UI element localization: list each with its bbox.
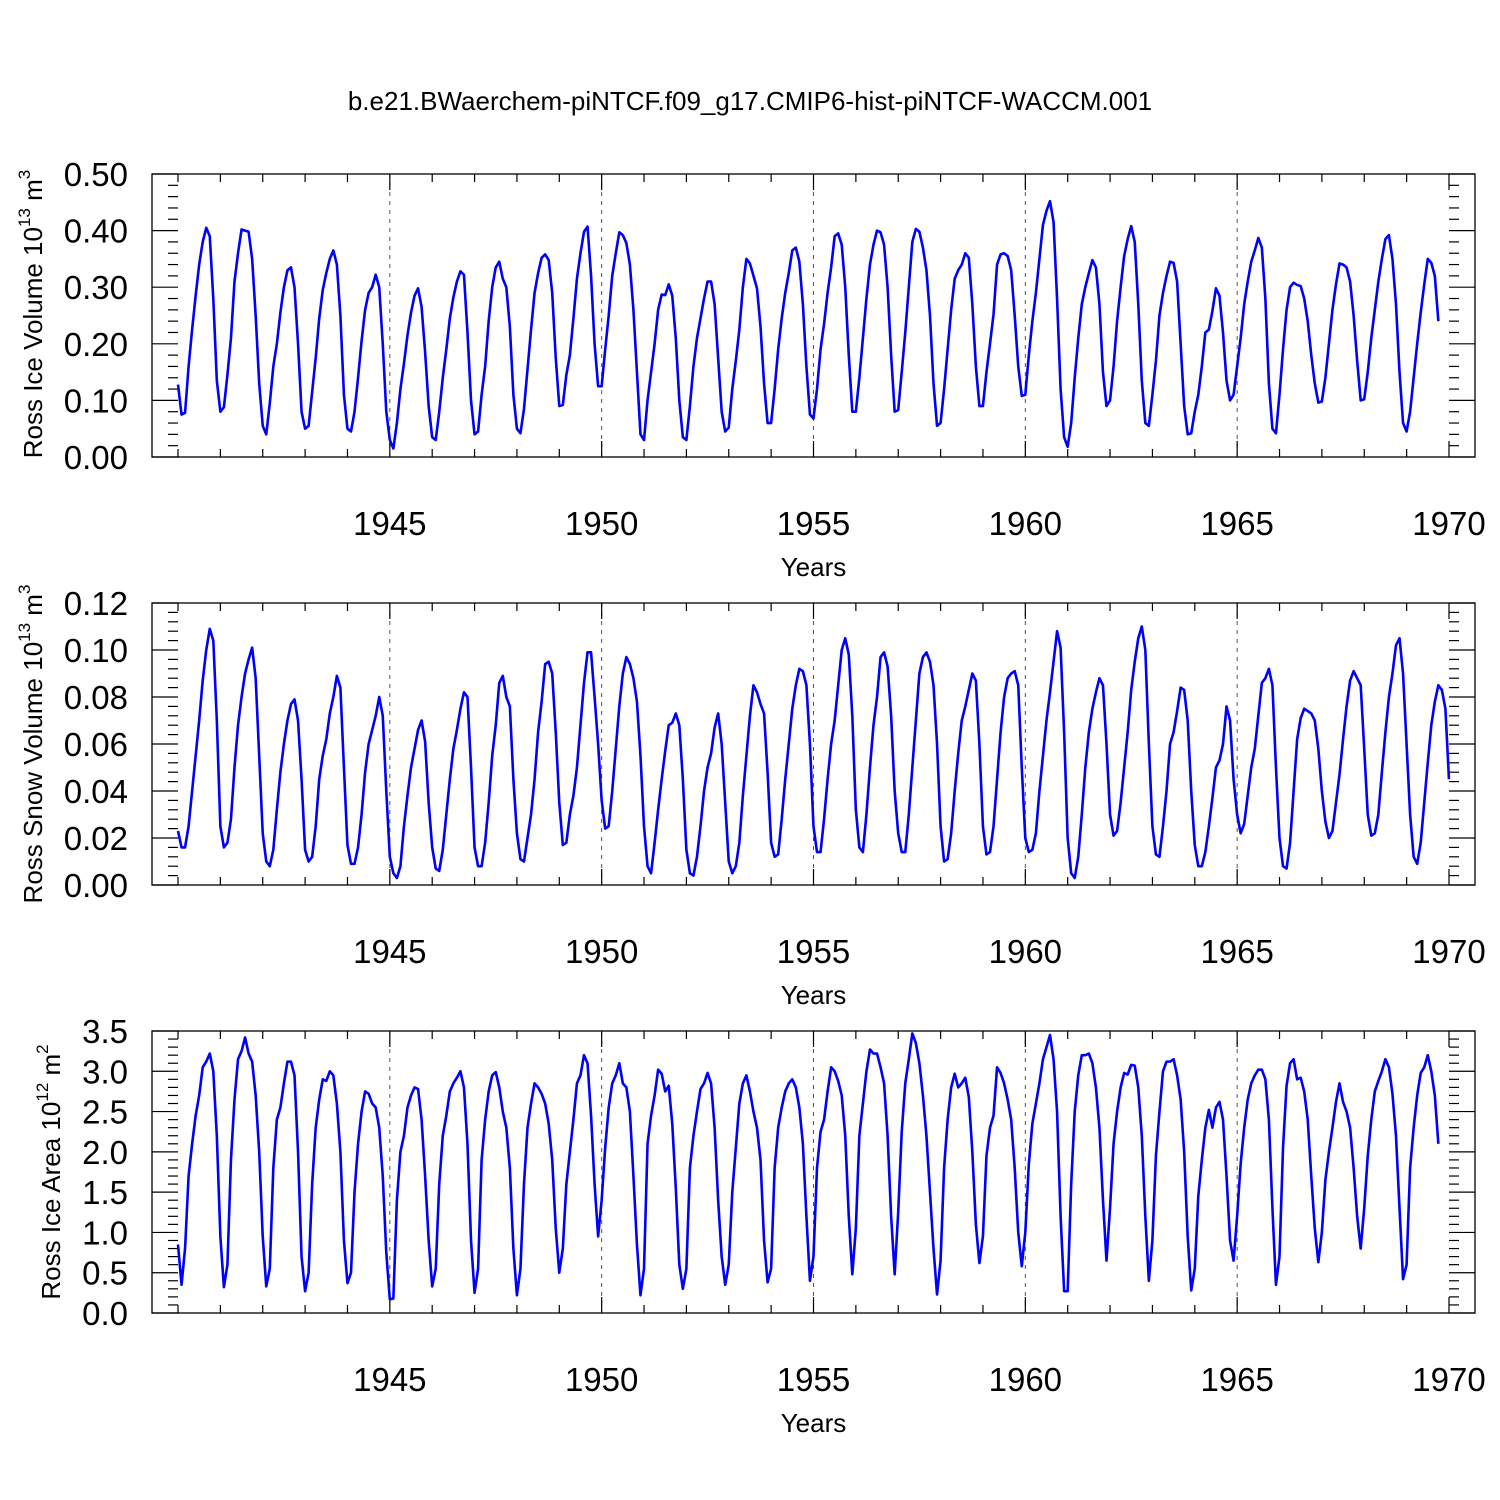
ross-snow-volume-ytick-label-0.04: 0.04 [64, 773, 128, 810]
ross-ice-volume-xtick-label-1945: 1945 [353, 505, 426, 542]
ross-snow-volume-ytick-label-0.12: 0.12 [64, 585, 128, 622]
ross-ice-volume-yaxis-label: Ross Ice Volume 1013 m3 [15, 170, 48, 459]
ross-ice-area-xtick-label-1965: 1965 [1200, 1361, 1273, 1398]
ross-ice-area-ytick-label-1.0: 1.0 [82, 1214, 128, 1251]
ross-snow-volume-xtick-label-1945: 1945 [353, 933, 426, 970]
ross-ice-volume-xtick-label-1955: 1955 [777, 505, 850, 542]
ross-ice-area-series-line [176, 1032, 1440, 1301]
ross-ice-volume-ytick-label-0.50: 0.50 [64, 156, 128, 193]
ross-snow-volume-xtick-label-1955: 1955 [777, 933, 850, 970]
ross-ice-volume-ytick-label-0.10: 0.10 [64, 382, 128, 419]
ross-snow-volume-ytick-label-0.08: 0.08 [64, 679, 128, 716]
ross-ice-area-xaxis-label: Years [781, 1408, 847, 1438]
ross-ice-area-ytick-label-2.0: 2.0 [82, 1134, 128, 1171]
ross-snow-volume-ytick-label-0.02: 0.02 [64, 820, 128, 857]
ross-ice-area-xtick-label-1970: 1970 [1412, 1361, 1485, 1398]
ross-ice-area-ytick-label-0.5: 0.5 [82, 1255, 128, 1292]
ross-ice-area-xtick-label-1950: 1950 [565, 1361, 638, 1398]
ross-ice-volume-series-line [176, 199, 1440, 450]
ross-snow-volume-xtick-label-1960: 1960 [989, 933, 1062, 970]
ylabel-exponent: 12 [33, 1083, 52, 1102]
ylabel-exponent: 13 [15, 623, 34, 642]
ross-ice-volume-ytick-label-0.30: 0.30 [64, 269, 128, 306]
ross-ice-volume-xtick-label-1960: 1960 [989, 505, 1062, 542]
ross-snow-volume-xtick-label-1965: 1965 [1200, 933, 1273, 970]
ylabel-unit-exponent: 3 [15, 585, 34, 594]
ross-snow-volume-ytick-label-0.06: 0.06 [64, 726, 128, 763]
ross-ice-area-ytick-label-0.0: 0.0 [82, 1295, 128, 1332]
ross-ice-area-yaxis-label: Ross Ice Area 1012 m2 [33, 1044, 66, 1299]
ross-ice-volume-xtick-label-1950: 1950 [565, 505, 638, 542]
ross-ice-volume-ytick-label-0.40: 0.40 [64, 213, 128, 250]
ylabel-unit: m [18, 179, 48, 208]
ylabel-unit: m [18, 594, 48, 623]
ylabel-unit: m [36, 1054, 66, 1083]
ross-ice-area-ytick-label-3.5: 3.5 [82, 1013, 128, 1050]
ross-snow-volume-ytick-label-0.10: 0.10 [64, 632, 128, 669]
ross-ice-area-panel: 1945 1950 1955 1960 1965 19700.00.51.01.52.02… [33, 1013, 1486, 1438]
ylabel-exponent: 13 [15, 208, 34, 227]
ross-ice-volume-xtick-label-1965: 1965 [1200, 505, 1273, 542]
ylabel-main: Ross Ice Area 10 [36, 1102, 66, 1300]
ylabel-main: Ross Ice Volume 10 [18, 227, 48, 458]
ross-ice-volume-ytick-label-0.20: 0.20 [64, 326, 128, 363]
ross-snow-volume-ytick-label-0.00: 0.00 [64, 867, 128, 904]
ross-ice-area-xtick-label-1960: 1960 [989, 1361, 1062, 1398]
ross-ice-area-ytick-label-3.0: 3.0 [82, 1053, 128, 1090]
ylabel-main: Ross Snow Volume 10 [18, 642, 48, 904]
ross-snow-volume-xaxis-label: Years [781, 980, 847, 1010]
ross-ice-area-xtick-label-1945: 1945 [353, 1361, 426, 1398]
ross-ice-area-ytick-label-1.5: 1.5 [82, 1174, 128, 1211]
ross-ice-area-ytick-label-2.5: 2.5 [82, 1094, 128, 1131]
ylabel-unit-exponent: 3 [15, 170, 34, 179]
ross-ice-volume-xaxis-label: Years [781, 552, 847, 582]
ross-snow-volume-panel: 1945 1950 1955 1960 1965 1970 0.00 0.02 0.04 0.06… [15, 585, 1486, 1010]
ross-snow-volume-series-line [176, 625, 1451, 880]
ross-ice-volume-panel: 1945 1950 1955 1960 1965 1970 0.00 0.10 0.20 0.30… [15, 156, 1486, 582]
ross-snow-volume-yaxis-label: Ross Snow Volume 1013 m3 [15, 585, 48, 904]
ross-ice-volume-xtick-label-1970: 1970 [1412, 505, 1485, 542]
ylabel-unit-exponent: 2 [33, 1044, 52, 1053]
figure-title: b.e21.BWaerchem-piNTCF.f09_g17.CMIP6-his… [348, 86, 1152, 116]
ross-ice-volume-ytick-label-0.00: 0.00 [64, 439, 128, 476]
ross-ice-area-xtick-label-1955: 1955 [777, 1361, 850, 1398]
ross-snow-volume-xtick-label-1970: 1970 [1412, 933, 1485, 970]
ross-snow-volume-xtick-label-1950: 1950 [565, 933, 638, 970]
